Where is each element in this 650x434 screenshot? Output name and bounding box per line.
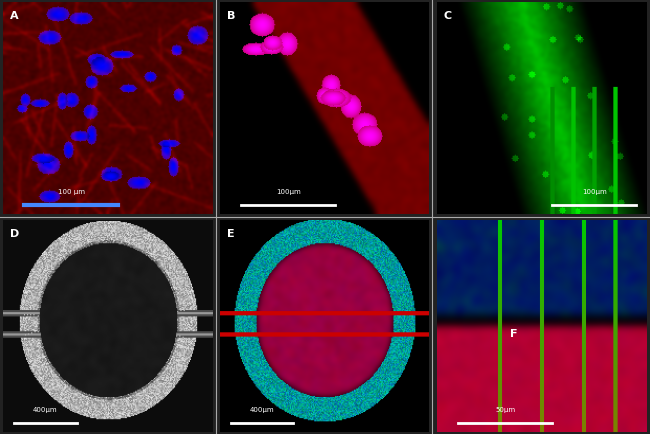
Text: E: E [227, 229, 234, 239]
Text: C: C [443, 11, 451, 21]
Text: D: D [10, 229, 19, 239]
Text: 100μm: 100μm [582, 189, 606, 195]
Text: 400μm: 400μm [32, 407, 57, 413]
Text: 400μm: 400μm [250, 407, 274, 413]
Text: 100μm: 100μm [276, 189, 300, 195]
Text: 100 μm: 100 μm [58, 189, 84, 195]
Text: 50μm: 50μm [495, 407, 515, 413]
Text: B: B [227, 11, 235, 21]
Text: A: A [10, 11, 18, 21]
Text: F: F [510, 329, 518, 339]
